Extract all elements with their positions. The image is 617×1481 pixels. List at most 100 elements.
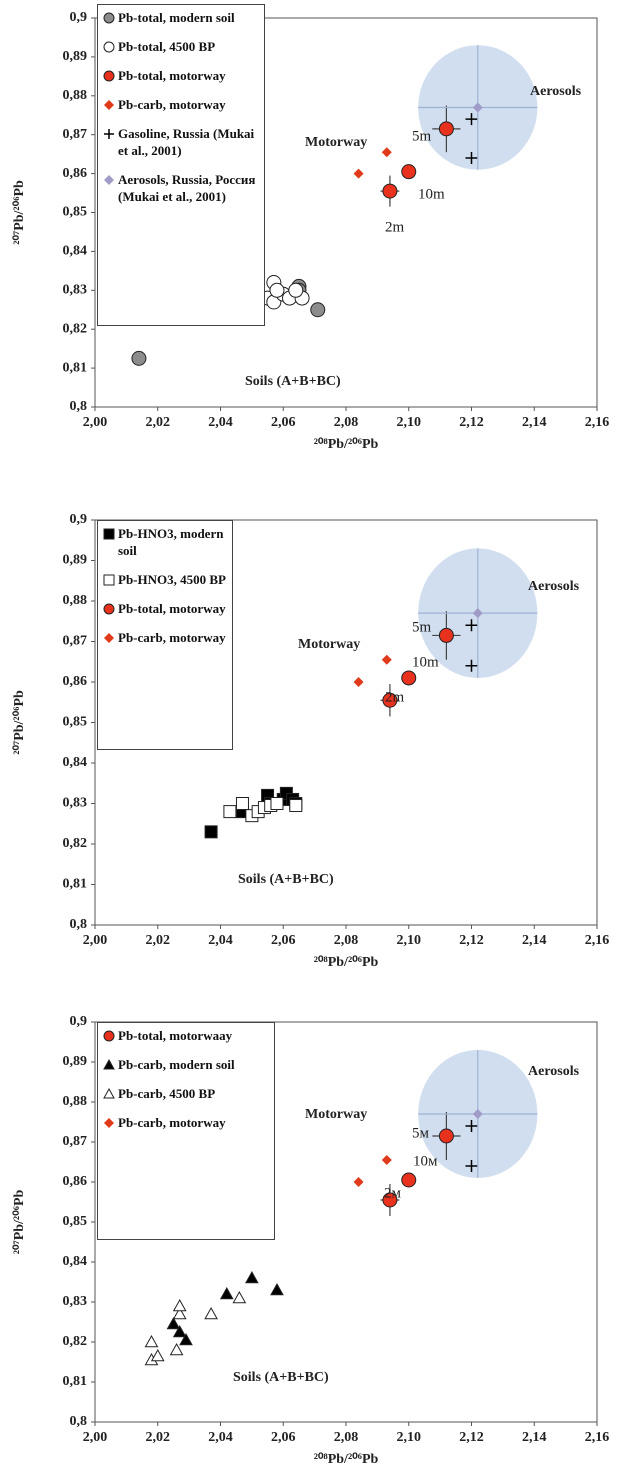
point (438, 1128, 454, 1144)
y-tick-label: 0,88 (63, 593, 88, 608)
point (166, 1316, 181, 1330)
y-tick-label: 0,86 (63, 1174, 88, 1189)
legend-symbol (103, 41, 115, 53)
y-tick-label: 0,82 (63, 836, 88, 851)
point (289, 799, 303, 813)
point (438, 121, 454, 137)
legend-marker (103, 574, 115, 586)
x-tick-label: 2,02 (146, 415, 171, 430)
legend-marker (103, 1030, 115, 1042)
x-axis-label: ²⁰⁸Pb/²⁰⁶Pb (314, 437, 379, 452)
x-tick-label: 2,00 (83, 933, 108, 948)
legend-symbol (103, 1058, 115, 1070)
point (465, 152, 478, 165)
legend-symbol (103, 1030, 115, 1042)
annotation: Motorway (298, 637, 360, 652)
point (401, 1172, 417, 1188)
legend-label: Pb-total, motorwaay (118, 1028, 233, 1043)
point (353, 168, 364, 179)
y-tick-label: 0,85 (63, 1214, 88, 1229)
annotation: 10м (413, 1153, 438, 1169)
x-tick-label: 2,00 (83, 415, 108, 430)
legend-symbol (104, 175, 114, 185)
x-tick-label: 2,02 (146, 1430, 171, 1445)
x-tick-label: 2,16 (585, 1430, 610, 1445)
x-tick-label: 2,10 (397, 933, 422, 948)
y-tick-label: 0,88 (63, 88, 88, 103)
annotation: 2м (384, 1185, 402, 1201)
point (179, 1332, 193, 1346)
legend-entry: Aerosols, Russia, Россия (Mukai et al., … (102, 171, 260, 205)
x-tick-label: 2,12 (459, 415, 484, 430)
point (144, 1334, 159, 1348)
x-tick-label: 2,04 (208, 415, 233, 430)
x-tick-label: 2,10 (397, 415, 422, 430)
point (269, 282, 285, 298)
legend-label: Pb-carb, motorway (118, 97, 226, 112)
point (235, 797, 249, 810)
point (204, 1306, 218, 1320)
y-axis-label: ²⁰⁷Pb/²⁰⁶Pb (12, 690, 27, 755)
legend-marker (104, 175, 114, 185)
y-tick-label: 0,81 (63, 877, 88, 892)
point (172, 1306, 187, 1320)
legend-label: Pb-HNO3, 4500 BP (118, 572, 226, 587)
legend-label: Pb-carb, 4500 BP (118, 1086, 216, 1101)
x-axis-label: ²⁰⁸Pb/²⁰⁶Pb (314, 1452, 379, 1467)
annotation: 2m (385, 689, 405, 705)
legend-marker (103, 603, 115, 615)
y-tick-label: 0,8 (70, 399, 88, 414)
x-tick-label: 2,00 (83, 1430, 108, 1445)
x-tick-label: 2,14 (522, 933, 547, 948)
annotation: Aerosols (530, 84, 582, 99)
x-tick-label: 2,12 (459, 933, 484, 948)
x-tick-label: 2,14 (522, 415, 547, 430)
legend-symbol (103, 1087, 115, 1099)
legend-entry: Pb-total, motorway (102, 600, 228, 617)
point (381, 1155, 392, 1165)
legend-label: Pb-total, motorway (118, 601, 226, 616)
legend-marker (103, 1058, 115, 1070)
legend-symbol (104, 1118, 114, 1128)
legend-label: Pb-carb, motorway (118, 630, 226, 645)
y-tick-label: 0,84 (63, 1254, 88, 1269)
legend-entry: Pb-carb, modern soil (102, 1056, 270, 1073)
point (245, 1270, 259, 1284)
legend-symbol (103, 12, 115, 24)
x-axis-label: ²⁰⁸Pb/²⁰⁶Pb (314, 955, 379, 970)
y-tick-label: 0,83 (63, 1294, 88, 1309)
y-tick-label: 0,89 (63, 49, 88, 64)
legend-entry: Pb-HNO3, modern soil (102, 525, 228, 559)
point (310, 302, 326, 318)
point (353, 1177, 364, 1187)
legend-label: Gasoline, Russia (Mukai et al., 2001) (118, 126, 255, 158)
point (382, 692, 398, 708)
point (232, 1290, 247, 1304)
point (270, 797, 284, 810)
x-tick-label: 2,02 (146, 933, 171, 948)
annotation: Soils (A+B+BC) (233, 1370, 329, 1385)
point (353, 677, 364, 687)
point (172, 1298, 187, 1312)
y-tick-label: 0,9 (70, 512, 88, 527)
point (288, 282, 304, 298)
legend-symbol (103, 528, 115, 540)
x-tick-label: 2,06 (271, 933, 296, 948)
y-tick-label: 0,82 (63, 1334, 88, 1349)
y-tick-label: 0,83 (63, 796, 88, 811)
point (472, 608, 483, 619)
legend-entry: Pb-carb, motorway (102, 629, 228, 646)
legend-entry: Pb-total, modern soil (102, 9, 260, 26)
x-tick-label: 2,06 (271, 415, 296, 430)
y-tick-label: 0,86 (63, 674, 88, 689)
y-tick-label: 0,8 (70, 917, 88, 932)
point (438, 627, 454, 643)
point (401, 670, 417, 686)
point (465, 1120, 478, 1132)
y-tick-label: 0,82 (63, 321, 88, 336)
point (382, 1192, 398, 1208)
annotation: Motorway (305, 135, 367, 150)
point (270, 1282, 284, 1296)
x-tick-label: 2,14 (522, 1430, 547, 1445)
